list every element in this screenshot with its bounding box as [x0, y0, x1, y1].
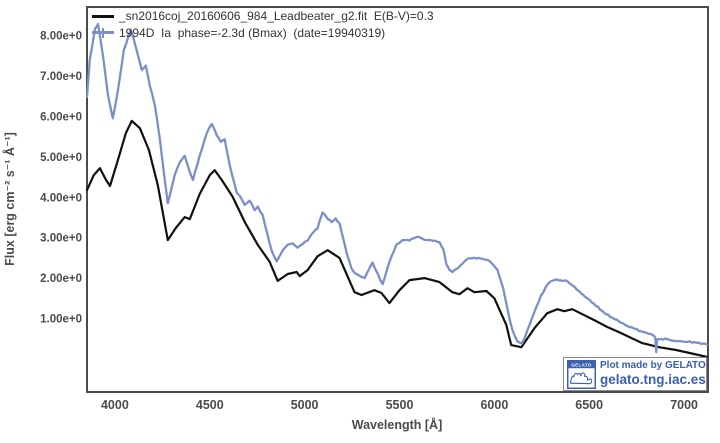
- series-group: [85, 22, 709, 358]
- gelato-icon: GELATO: [567, 359, 596, 389]
- legend: _sn2016coj_20160606_984_Leadbeater_g2.fi…: [92, 8, 434, 41]
- x-tick-label: 5500: [386, 398, 414, 412]
- y-tick-label: 7.00e+0: [40, 71, 82, 83]
- series-line-sn2016coj: [85, 119, 709, 358]
- gelato-icon-title: GELATO: [571, 362, 592, 367]
- y-tick-label: 2.00e+0: [40, 273, 82, 285]
- y-tick-label: 4.00e+0: [40, 192, 82, 204]
- series-line-sn1994d: [85, 22, 709, 354]
- legend-line-icon: [92, 14, 114, 18]
- gelato-badge: GELATO Plot made by GELATO gelato.tng.ia…: [563, 357, 707, 391]
- legend-label-1994d: 1994D Ia phase=-2.3d (Bmax) (date=199403…: [119, 25, 386, 40]
- plot-frame: [86, 6, 709, 393]
- x-axis-title: Wavelength [Å]: [352, 417, 443, 432]
- y-axis-title: Flux [erg cm⁻² s⁻¹ Å⁻¹]: [2, 132, 17, 266]
- x-tick-label: 4500: [196, 398, 224, 412]
- y-tick-label: 8.00e+0: [40, 31, 82, 43]
- badge-url: gelato.tng.iac.es: [600, 372, 706, 388]
- legend-line-swatch-black: [92, 9, 114, 23]
- x-tick-label: 6000: [480, 398, 508, 412]
- legend-cross-marker-icon: [101, 27, 105, 38]
- legend-line-marker-swatch-blue: [92, 26, 114, 40]
- badge-title: Plot made by GELATO: [600, 360, 706, 372]
- x-tick-label: 7000: [670, 398, 698, 412]
- y-axis-ticks: 1.00e+0 2.00e+0 3.00e+0 4.00e+0 5.00e+0 6.00e…: [40, 31, 82, 326]
- gelato-icon-sketch: [569, 371, 593, 384]
- x-tick-label: 4000: [101, 398, 129, 412]
- gelato-badge-text: Plot made by GELATO gelato.tng.iac.es: [600, 361, 706, 387]
- y-tick-label: 5.00e+0: [40, 152, 82, 164]
- y-tick-label: 1.00e+0: [40, 314, 82, 326]
- y-tick-label: 6.00e+0: [40, 112, 82, 124]
- x-tick-label: 6500: [575, 398, 603, 412]
- x-tick-label: 5000: [291, 398, 319, 412]
- legend-item-1994d: 1994D Ia phase=-2.3d (Bmax) (date=199403…: [92, 25, 434, 42]
- legend-item-sn2016coj: _sn2016coj_20160606_984_Leadbeater_g2.fi…: [92, 8, 434, 25]
- gelato-icon-header: [568, 360, 595, 368]
- legend-label-sn2016coj: _sn2016coj_20160606_984_Leadbeater_g2.fi…: [119, 9, 434, 24]
- x-axis-ticks: 4000 4500 5000 5500 6000 6500 7000: [101, 398, 698, 412]
- y-tick-label: 3.00e+0: [40, 233, 82, 245]
